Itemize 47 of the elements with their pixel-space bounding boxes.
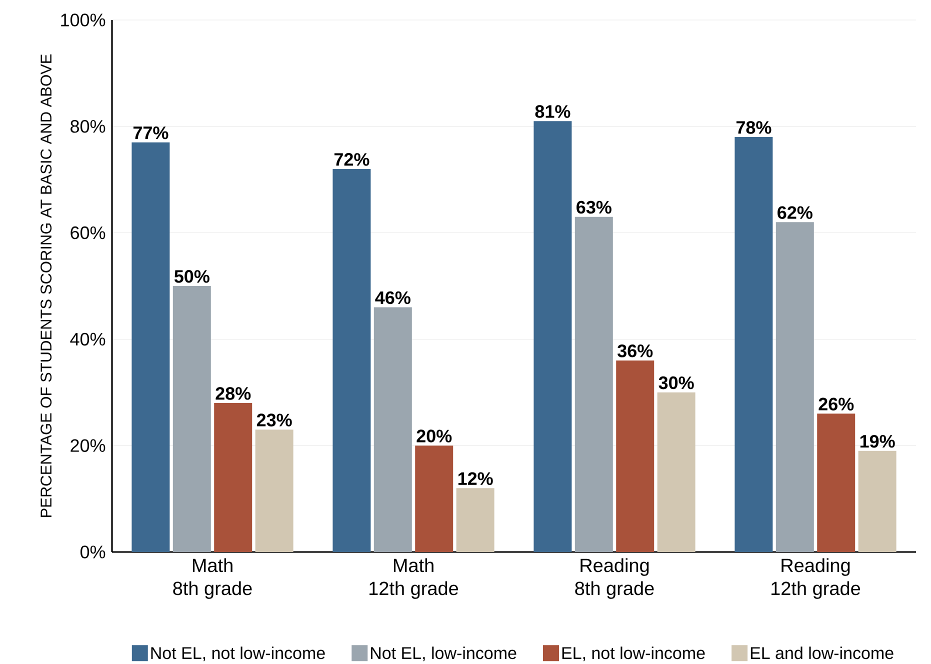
bar <box>415 446 454 552</box>
data-label: 12% <box>458 472 493 485</box>
y-tick-label: 40% <box>70 332 106 346</box>
bar <box>574 216 613 552</box>
bar <box>616 360 654 552</box>
bar <box>374 307 412 552</box>
legend-label: EL and low-income <box>750 646 894 660</box>
data-label: 23% <box>256 414 292 426</box>
data-label: 19% <box>860 434 895 448</box>
data-label: 72% <box>334 153 370 166</box>
data-label: 62% <box>778 206 812 219</box>
x-tick-label: Math 8th grade <box>173 558 252 599</box>
data-label: 77% <box>133 126 168 140</box>
y-tick-label: 80% <box>70 120 106 133</box>
data-label: 50% <box>174 270 210 283</box>
bar <box>817 414 856 552</box>
data-label: 36% <box>618 344 653 358</box>
bar <box>214 403 252 552</box>
data-label: 63% <box>576 200 612 214</box>
bar <box>534 121 572 552</box>
legend-label: EL, not low-income <box>562 646 705 662</box>
x-tick-label: Math 12th grade <box>370 558 458 599</box>
data-label: 78% <box>736 121 772 134</box>
data-label: 28% <box>216 387 251 400</box>
data-label: 30% <box>658 376 694 390</box>
y-tick-label: 20% <box>70 439 106 452</box>
bar <box>657 392 696 552</box>
data-label: 26% <box>818 398 854 410</box>
bar <box>776 222 814 552</box>
bar <box>255 430 294 552</box>
y-tick-label: 60% <box>70 226 106 240</box>
legend-label: Not EL, not low-income <box>151 646 325 662</box>
y-axis-title: PERCENTAGE OF STUDENTS SCORING AT BASIC AND ABOVE <box>40 54 52 517</box>
data-label: 46% <box>375 291 410 304</box>
bar <box>132 142 170 552</box>
legend-label: Not EL, low-income <box>371 646 516 662</box>
x-tick-label: Reading 12th grade <box>772 558 860 599</box>
bar <box>172 286 211 552</box>
y-tick-label: 100% <box>61 14 106 26</box>
bar <box>858 450 896 552</box>
x-tick-label: Reading 8th grade <box>575 558 654 599</box>
data-label: 81% <box>535 105 570 118</box>
bar <box>734 137 773 552</box>
data-label: 20% <box>416 430 452 442</box>
y-tick-label: 0% <box>80 546 106 558</box>
bar <box>456 488 494 552</box>
bar <box>332 168 371 552</box>
